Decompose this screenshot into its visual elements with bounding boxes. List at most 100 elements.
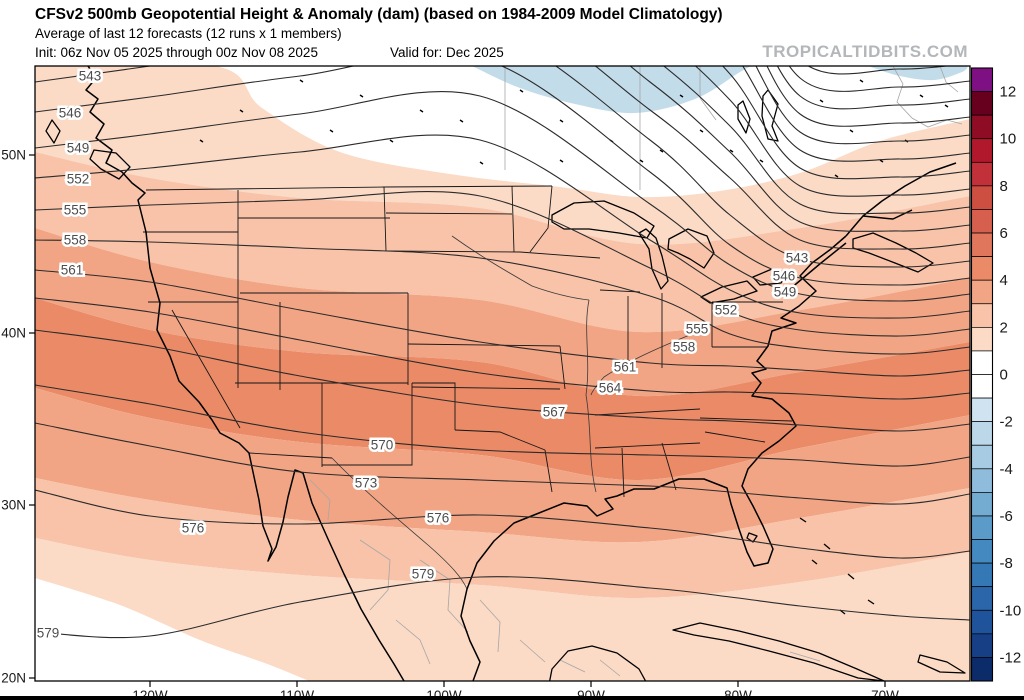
contour-522: [755, 66, 970, 145]
colorbar-cell: [971, 91, 993, 116]
y-axis-label: 50N: [1, 148, 26, 163]
colorbar-cell: [971, 350, 993, 375]
colorbar-tick-label: 10: [1000, 131, 1017, 148]
contour-579: [35, 576, 970, 639]
contour-564: [35, 297, 970, 400]
colorbar-cell: [971, 609, 993, 635]
contour-576: [35, 489, 970, 559]
map-interior: 5435465495525555585615435465495525555585…: [35, 0, 970, 681]
site-watermark: TROPICALTIDBITS.COM: [762, 42, 968, 61]
colorbar-cell: [971, 279, 993, 305]
contour-573: [35, 422, 970, 505]
contour-label-543: 543: [786, 251, 809, 266]
colorbar-cell: [971, 397, 993, 423]
colorbar-tick-label: -4: [1000, 461, 1013, 478]
y-axis-label: 40N: [1, 326, 26, 341]
colorbar-tick-label: -10: [1000, 602, 1022, 619]
contour-537: [629, 66, 970, 232]
contour-label-567: 567: [543, 405, 566, 420]
contour-519: [766, 66, 970, 127]
init-time-text: Init: 06z Nov 05 2025 through 00z Nov 08…: [35, 45, 318, 60]
contour-label-552: 552: [715, 303, 738, 318]
contour-558: [35, 239, 970, 355]
colorbar-cell: [971, 256, 993, 281]
colorbar-frame: [970, 67, 994, 682]
colorbar-cell: [971, 586, 993, 611]
contour-label-573: 573: [355, 476, 378, 491]
contour-label-549: 549: [774, 285, 797, 300]
contour-561: [35, 269, 970, 377]
contour-label-579: 579: [37, 626, 60, 641]
colorbar-cell: [971, 185, 993, 210]
y-axis-label: 20N: [1, 671, 26, 686]
contour-534: [662, 66, 970, 215]
contour-567: [35, 329, 970, 432]
colorbar-tick-label: 2: [1000, 319, 1008, 336]
contour-507: [35, 0, 970, 57]
page-subtitle: Average of last 12 forecasts (12 runs x …: [35, 26, 342, 41]
colorbar-cell: [971, 138, 993, 163]
colorbar-tick-label: -6: [1000, 508, 1013, 525]
rivers: [331, 235, 698, 590]
colorbar-cell: [971, 326, 993, 352]
negative-anomaly-lens: [472, 66, 752, 114]
contour-549: [35, 90, 970, 302]
contour-516: [776, 66, 970, 110]
colorbar-tick-label: -2: [1000, 414, 1013, 431]
colorbar: 12 10 8 6 4 2 0 -2 -4 -6 -8 -10 -12: [970, 67, 1022, 682]
colorbar-cell: [971, 492, 993, 517]
valid-time-text: Valid for: Dec 2025: [390, 45, 504, 60]
contour-501: [35, 0, 970, 22]
contour-label-558: 558: [673, 340, 696, 355]
contour-label-549: 549: [67, 141, 90, 156]
contour-543: [35, 66, 970, 268]
contour-504: [35, 0, 970, 39]
colorbar-tick-label: 0: [1000, 367, 1008, 384]
contour-label-558: 558: [64, 233, 87, 248]
colorbar-cell: [971, 161, 993, 187]
contour-552: [35, 134, 970, 319]
colorbar-cell: [971, 374, 993, 399]
contour-531: [694, 66, 970, 197]
anomaly-fill-layer: [35, 66, 970, 681]
colorbar-cell: [971, 421, 993, 446]
contour-label-555: 555: [64, 203, 87, 218]
colorbar-tick-label: -12: [1000, 649, 1022, 666]
contour-555: [35, 191, 970, 337]
page-title: CFSv2 500mb Geopotential Height & Anomal…: [35, 6, 723, 23]
map-border: [34, 65, 971, 682]
colorbar-cell: [971, 539, 993, 564]
contour-label-561: 561: [614, 360, 637, 375]
contour-528: [722, 66, 970, 180]
contour-label-546: 546: [773, 269, 796, 284]
colorbar-cell: [971, 303, 993, 328]
contour-label-570: 570: [371, 438, 394, 453]
contour-510: [807, 66, 951, 75]
contour-540: [594, 66, 970, 250]
y-axis-label: 30N: [1, 498, 26, 513]
colorbar-cell: [971, 562, 993, 588]
contour-label-564: 564: [599, 381, 622, 396]
contour-label-555: 555: [686, 322, 709, 337]
contour-label-576: 576: [182, 521, 205, 536]
contour-546: [35, 66, 970, 286]
contour-label-552: 552: [67, 172, 90, 187]
colorbar-cell: [971, 633, 993, 658]
colorbar-cell: [971, 232, 993, 257]
colorbar-tick-label: -8: [1000, 555, 1013, 572]
colorbar-cell: [971, 444, 993, 470]
colorbar-cell: [971, 209, 993, 234]
colorbar-tick-label: 12: [1000, 84, 1017, 101]
colorbar-cell: [971, 114, 993, 140]
contour-label-561: 561: [61, 263, 84, 278]
colorbar-tick-label: 4: [1000, 272, 1008, 289]
contour-label-546: 546: [59, 106, 82, 121]
contour-label-576: 576: [427, 511, 450, 526]
contour-label-579: 579: [412, 567, 435, 582]
contour-label-543: 543: [79, 69, 102, 84]
colorbar-cell: [971, 67, 993, 92]
contour-570: [35, 384, 970, 467]
state-borders: [143, 185, 793, 498]
contour-labels: 5435465495525555585615435465495525555585…: [35, 66, 811, 643]
